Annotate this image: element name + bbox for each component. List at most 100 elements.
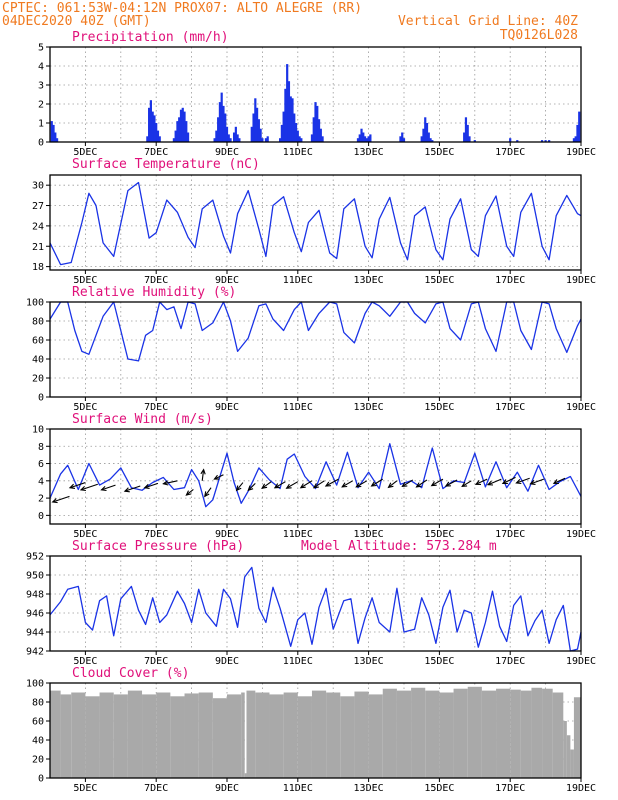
wind-frame (49, 428, 582, 525)
precip-bar (181, 107, 184, 142)
precip-bar (227, 134, 230, 142)
wind-title: Surface Wind (m/s) (72, 412, 213, 427)
precip-bar (176, 121, 179, 142)
cloud-bar (368, 694, 383, 778)
temp-xtick-label: 17DEC (495, 275, 525, 286)
wind-arrow (501, 476, 516, 484)
wind-arrow (51, 495, 70, 504)
wind-arrow-head (529, 479, 536, 485)
rh-ytick-label: 40 (32, 355, 44, 366)
wind-arrow-head (68, 483, 76, 489)
precip-bar (317, 119, 321, 142)
cloud-ytick-label: 60 (32, 717, 44, 728)
precip-bar (266, 136, 269, 142)
wind-arrow-head (299, 483, 306, 489)
precip-bar (149, 100, 152, 142)
precip-bar (427, 132, 430, 142)
precip-title: Precipitation (mm/h) (72, 30, 229, 45)
wind-arrow-head (213, 474, 220, 480)
precip-bar (234, 126, 237, 142)
cloud-bar (212, 698, 227, 778)
precip-bar (183, 111, 186, 142)
pres-xtick-label: 9DEC (215, 656, 239, 667)
temp-xtick-label: 5DEC (73, 275, 97, 286)
precip-bar (540, 140, 544, 142)
wind-arrow-shaft (461, 480, 472, 487)
cloud-panel: 0 20 40 60 80 100 5DEC 7DEC 9DEC 11DEC 13DEC 15DEC 1… (26, 679, 596, 795)
precip-bar (172, 138, 175, 142)
pres-ytick-label: 942 (26, 647, 44, 658)
precip-bar (254, 98, 257, 142)
wind-arrow-head (273, 483, 280, 489)
precip-bar (300, 138, 303, 142)
wind-arrow-head (312, 483, 319, 489)
wind-arrow-head (515, 479, 522, 485)
rh-ytick-label: 0 (38, 393, 44, 404)
wind-arrow (401, 479, 414, 488)
cloud-bar (227, 694, 242, 778)
precip-bar (468, 136, 471, 142)
cloud-bar (156, 692, 171, 778)
cloud-bar (467, 686, 482, 778)
wind-arrow-head (185, 490, 192, 496)
wind-arrow-shaft (80, 483, 98, 491)
header-model-code: TQ0126L028 (500, 28, 578, 43)
precip-bar (54, 132, 57, 142)
precip-ytick-label: 1 (38, 119, 44, 130)
precip-xtick-label: 19DEC (566, 147, 596, 158)
wind-arrow-shaft (201, 469, 205, 481)
wind-arrow-head (162, 480, 169, 486)
wind-arrow-shaft (204, 487, 212, 497)
wind-ytick-label: 0 (38, 511, 44, 522)
precip-bar (358, 134, 361, 142)
precip-bar (174, 130, 177, 142)
cloud-bar (170, 696, 185, 778)
temp-xtick-label: 11DEC (283, 275, 313, 286)
precip-xtick-label: 15DEC (424, 147, 454, 158)
wind-arrow-head (204, 491, 210, 498)
precip-bar (255, 107, 259, 142)
cloud-bar (244, 773, 247, 778)
pres-xtick-label: 5DEC (73, 656, 97, 667)
wind-arrow (299, 480, 313, 489)
wind-arrow-shaft (487, 478, 502, 486)
precip-bar (466, 124, 469, 142)
precip-bar (153, 115, 156, 142)
precip-bar (156, 130, 160, 142)
cloud-bar (510, 689, 521, 778)
precip-bar (424, 117, 427, 142)
wind-arrow (415, 479, 428, 488)
rh-panel: 0 20 40 60 80 100 5DEC 7DEC 9DEC 11DEC 13DEC 15DEC 1… (26, 298, 596, 414)
wind-arrow (204, 487, 212, 498)
temp-ytick-label: 30 (32, 181, 44, 192)
precip-bar (280, 124, 283, 142)
rh-ytick-label: 100 (26, 298, 44, 309)
pres-ytick-label: 948 (26, 590, 44, 601)
wind-arrow (370, 478, 384, 487)
pres-xtick-label: 19DEC (566, 656, 596, 667)
wind-xtick-label: 15DEC (424, 529, 454, 540)
wind-xtick-label: 9DEC (215, 529, 239, 540)
cloud-bar (552, 692, 564, 778)
pressure-title: Surface Pressure (hPa) (72, 539, 244, 554)
precip-xtick-label: 11DEC (283, 147, 313, 158)
precip-bar (291, 98, 294, 142)
pres-panel: 942 944 946 948 950 952 5DEC 7DEC 9DEC 11DEC 13DEC… (26, 552, 596, 668)
precip-bar (55, 138, 59, 142)
cloud-bar (184, 693, 199, 778)
precip-bar (289, 96, 292, 142)
wind-arrow-head (324, 481, 331, 487)
wind-ytick-label: 2 (38, 494, 44, 505)
wind-arrow-shaft (236, 482, 244, 491)
cloud-bar (127, 690, 143, 778)
precip-bar (261, 138, 264, 142)
wind-arrow-head (51, 498, 58, 504)
wind-arrow (341, 480, 353, 488)
wind-arrow (200, 468, 206, 481)
wind-xtick-label: 13DEC (354, 529, 384, 540)
cloud-bar (563, 721, 567, 778)
wind-arrow (529, 478, 545, 485)
cloud-bar (396, 690, 412, 778)
precip-bar (321, 136, 324, 142)
